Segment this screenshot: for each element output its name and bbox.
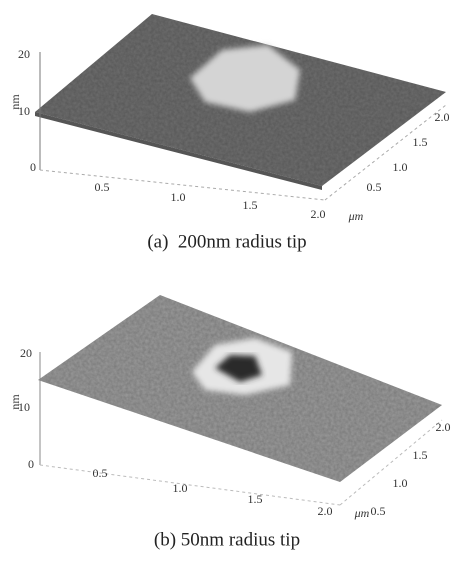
y-tick-label: 2.0 [435, 110, 450, 124]
x-unit: μm [354, 506, 370, 520]
z-tick-label: 20 [18, 47, 30, 61]
y-tick-label: 1.5 [413, 135, 428, 149]
y-tick-label: 1.0 [393, 476, 408, 490]
x-unit: μm [348, 209, 364, 223]
z-axis-label: nm [8, 94, 22, 110]
figure: 01020nm0.51.01.52.0μm0.51.01.52.0(a) 200… [0, 0, 454, 561]
x-tick-label: 1.0 [173, 481, 188, 495]
x-tick-label: 0.5 [93, 466, 108, 480]
x-tick-label: 0.5 [95, 180, 110, 194]
y-tick-label: 0.5 [367, 180, 382, 194]
z-tick-label: 0 [30, 160, 36, 174]
caption: (b) 50nm radius tip [154, 529, 300, 550]
z-tick-label: 0 [28, 457, 34, 471]
surface-a [35, 14, 446, 200]
x-tick-label: 2.0 [318, 504, 333, 518]
x-tick-label: 1.5 [248, 492, 263, 506]
y-tick-label: 2.0 [436, 420, 451, 434]
x-tick-label: 1.0 [171, 190, 186, 204]
z-tick-label: 20 [20, 346, 32, 360]
z-axis-label: nm [8, 394, 22, 410]
x-tick-label: 1.5 [243, 198, 258, 212]
y-tick-label: 0.5 [371, 504, 386, 518]
y-tick-label: 1.5 [413, 448, 428, 462]
caption: (a) 200nm radius tip [147, 231, 306, 252]
y-tick-label: 1.0 [393, 160, 408, 174]
x-tick-label: 2.0 [311, 207, 326, 221]
